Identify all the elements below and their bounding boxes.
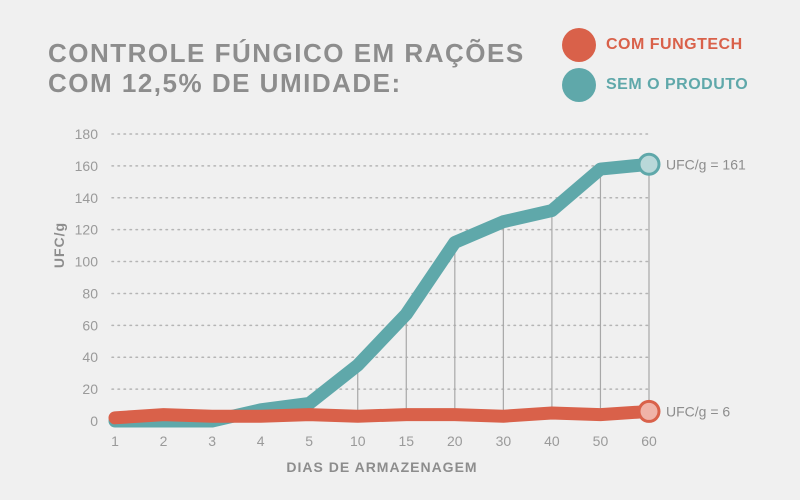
y-tick-label: 140	[75, 190, 99, 206]
y-tick-label: 80	[82, 285, 98, 301]
legend-item-sem-o-produto: SEM O PRODUTO	[562, 68, 748, 102]
x-axis-label: DIAS DE ARMAZENAGEM	[286, 459, 477, 475]
chart-title: CONTROLE FÚNGICO EM RAÇÕES COM 12,5% DE …	[48, 38, 525, 98]
legend-swatch-teal	[562, 68, 596, 102]
title-line-2: COM 12,5% DE UMIDADE:	[48, 68, 402, 98]
x-tick-label: 20	[447, 433, 463, 449]
x-tick-label: 15	[398, 433, 414, 449]
x-tick-label: 2	[160, 433, 168, 449]
end-marker	[637, 152, 661, 176]
x-tick-label: 4	[257, 433, 265, 449]
x-tick-label: 3	[208, 433, 216, 449]
legend-swatch-red	[562, 28, 596, 62]
legend-item-com-fungtech: COM FUNGTECH	[562, 28, 743, 62]
x-tick-label: 50	[593, 433, 609, 449]
end-value-label: UFC/g = 6	[666, 403, 730, 419]
legend-label: SEM O PRODUTO	[606, 76, 749, 93]
x-tick-label: 10	[350, 433, 366, 449]
series-line-sem-o-produto	[108, 157, 656, 428]
y-tick-label: 0	[90, 413, 98, 429]
title-line-1: CONTROLE FÚNGICO EM RAÇÕES	[48, 38, 525, 68]
y-tick-label: 40	[82, 349, 98, 365]
x-tick-label: 5	[305, 433, 313, 449]
x-tick-label: 1	[111, 433, 119, 449]
y-tick-label: 60	[82, 317, 98, 333]
y-tick-label: 100	[75, 254, 99, 270]
y-axis-label: UFC/g	[51, 222, 67, 268]
y-tick-label: 160	[75, 158, 99, 174]
x-tick-label: 30	[496, 433, 512, 449]
legend-label: COM FUNGTECH	[606, 36, 743, 53]
y-tick-label: 120	[75, 222, 99, 238]
series-line-com-fungtech	[108, 404, 656, 425]
y-tick-label: 180	[75, 126, 99, 142]
end-value-label: UFC/g = 161	[666, 156, 746, 172]
end-marker	[637, 399, 661, 423]
x-tick-label: 60	[641, 433, 657, 449]
x-tick-label: 40	[544, 433, 560, 449]
y-tick-label: 20	[82, 381, 98, 397]
